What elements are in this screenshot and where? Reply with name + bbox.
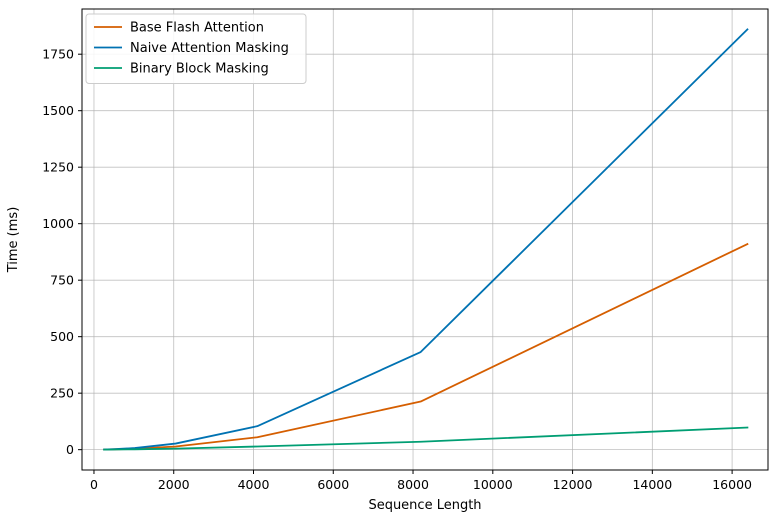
y-axis-label: Time (ms)	[6, 207, 21, 274]
y-tick-label: 1500	[42, 103, 74, 118]
plot-frame	[81, 8, 769, 471]
x-axis-label: Sequence Length	[368, 498, 481, 513]
x-tick-label: 8000	[397, 477, 429, 492]
legend: Base Flash Attention Naive Attention Mask…	[85, 13, 307, 84]
y-tick-label: 500	[50, 329, 74, 344]
x-tick-label: 4000	[238, 477, 270, 492]
x-tick-label: 14000	[632, 477, 672, 492]
y-axis-ticks: 0 250 500 750 1000 1250 1500 1750	[42, 47, 82, 457]
x-tick-label: 6000	[317, 477, 349, 492]
x-tick-label: 16000	[712, 477, 752, 492]
y-tick-label: 1000	[42, 216, 74, 231]
y-tick-label: 1750	[42, 47, 74, 62]
y-tick-label: 250	[50, 386, 74, 401]
legend-label: Naive Attention Masking	[130, 41, 289, 56]
legend-items: Base Flash Attention Naive Attention Mask…	[94, 21, 289, 77]
x-axis-ticks: 0 2000 4000 6000 8000 10000 12000 14000 16000	[90, 470, 752, 492]
x-tick-label: 10000	[473, 477, 513, 492]
series-line-2	[103, 426, 749, 451]
series-lines	[103, 28, 749, 451]
x-tick-label: 2000	[158, 477, 190, 492]
legend-box	[85, 13, 307, 84]
y-tick-label: 1250	[42, 160, 74, 175]
y-tick-label: 0	[66, 442, 74, 457]
grid	[82, 9, 768, 470]
x-tick-label: 0	[90, 477, 98, 492]
y-tick-label: 750	[50, 273, 74, 288]
legend-label: Base Flash Attention	[130, 21, 264, 36]
x-tick-label: 12000	[553, 477, 593, 492]
legend-label: Binary Block Masking	[130, 62, 269, 77]
